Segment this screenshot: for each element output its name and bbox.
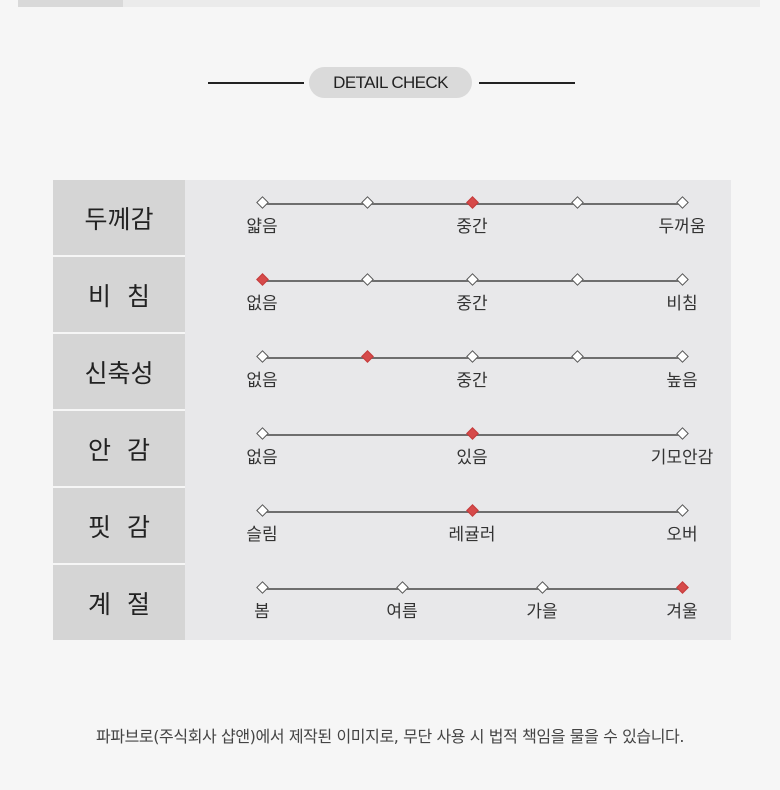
scale-marker <box>675 427 689 440</box>
scale-option-label: 가을 <box>526 602 558 622</box>
scale-option-label: 여름 <box>386 602 418 622</box>
scale-option-label: 비침 <box>666 294 698 314</box>
scale-option-label: 중간 <box>456 294 488 314</box>
row-separator <box>53 255 185 257</box>
scale-option-label: 기모안감 <box>650 448 714 468</box>
detail-row: 비 침 없음 중간 비침 <box>53 257 731 334</box>
scale-marker <box>570 273 584 286</box>
scale-option-label: 없음 <box>246 294 278 314</box>
rating-scale: 없음 중간 높음 <box>185 334 731 409</box>
scale-marker-selected <box>465 504 479 517</box>
scale-track <box>262 588 682 590</box>
row-separator <box>53 486 185 488</box>
scale-option-label: 없음 <box>246 448 278 468</box>
top-tab-active-indicator <box>18 0 123 7</box>
scale-marker <box>535 581 549 594</box>
detail-check-heading: DETAIL CHECK <box>0 67 780 98</box>
scale-option-label: 슬림 <box>246 525 278 545</box>
scale-marker-selected <box>360 350 374 363</box>
scale-option-label: 두꺼움 <box>658 217 706 237</box>
scale-marker <box>465 273 479 286</box>
row-label: 안 감 <box>53 411 185 486</box>
scale-option-label: 겨울 <box>666 602 698 622</box>
row-label: 비 침 <box>53 257 185 332</box>
scale-marker <box>255 504 269 517</box>
scale-marker-selected <box>465 196 479 209</box>
scale-marker <box>360 196 374 209</box>
scale-option-label: 있음 <box>456 448 488 468</box>
scale-marker <box>675 273 689 286</box>
row-label: 핏 감 <box>53 488 185 563</box>
top-tab-bar <box>18 0 760 7</box>
scale-option-label: 중간 <box>456 217 488 237</box>
detail-row: 신축성 없음 중간 높음 <box>53 334 731 411</box>
scale-option-label: 높음 <box>666 371 698 391</box>
heading-left-rule <box>208 82 304 84</box>
scale-marker <box>360 273 374 286</box>
scale-marker <box>395 581 409 594</box>
rating-scale: 없음 있음 기모안감 <box>185 411 731 486</box>
scale-option-label: 봄 <box>254 602 270 622</box>
row-label: 계 절 <box>53 565 185 640</box>
scale-marker <box>255 350 269 363</box>
row-separator <box>53 409 185 411</box>
scale-marker-selected <box>675 581 689 594</box>
row-label: 두께감 <box>53 180 185 255</box>
scale-option-label: 얇음 <box>246 217 278 237</box>
detail-check-table: 두께감 얇음 중간 두꺼움 비 침 없음 중간 비침 신축성 없음 중간 높음 안 감 없음 있음 기모안감 핏… <box>53 180 731 640</box>
scale-marker <box>570 350 584 363</box>
scale-marker <box>570 196 584 209</box>
detail-row: 두께감 얇음 중간 두꺼움 <box>53 180 731 257</box>
detail-row: 핏 감 슬림 레귤러 오버 <box>53 488 731 565</box>
scale-marker <box>675 350 689 363</box>
detail-check-title: DETAIL CHECK <box>309 67 472 98</box>
heading-right-rule <box>479 82 575 84</box>
row-separator <box>53 332 185 334</box>
scale-option-label: 없음 <box>246 371 278 391</box>
scale-marker <box>675 196 689 209</box>
row-label: 신축성 <box>53 334 185 409</box>
row-separator <box>53 563 185 565</box>
scale-option-label: 중간 <box>456 371 488 391</box>
detail-row: 안 감 없음 있음 기모안감 <box>53 411 731 488</box>
scale-marker <box>255 427 269 440</box>
rating-scale: 얇음 중간 두꺼움 <box>185 180 731 255</box>
scale-marker <box>675 504 689 517</box>
scale-marker <box>255 196 269 209</box>
rating-scale: 봄 여름 가을 겨울 <box>185 565 731 640</box>
rating-scale: 슬림 레귤러 오버 <box>185 488 731 563</box>
scale-option-label: 오버 <box>666 525 698 545</box>
rating-scale: 없음 중간 비침 <box>185 257 731 332</box>
scale-option-label: 레귤러 <box>448 525 496 545</box>
scale-marker <box>465 350 479 363</box>
scale-marker-selected <box>255 273 269 286</box>
scale-marker <box>255 581 269 594</box>
scale-marker-selected <box>465 427 479 440</box>
copyright-notice: 파파브로(주식회사 샵앤)에서 제작된 이미지로, 무단 사용 시 법적 책임을… <box>95 727 685 746</box>
detail-row: 계 절 봄 여름 가을 겨울 <box>53 565 731 640</box>
